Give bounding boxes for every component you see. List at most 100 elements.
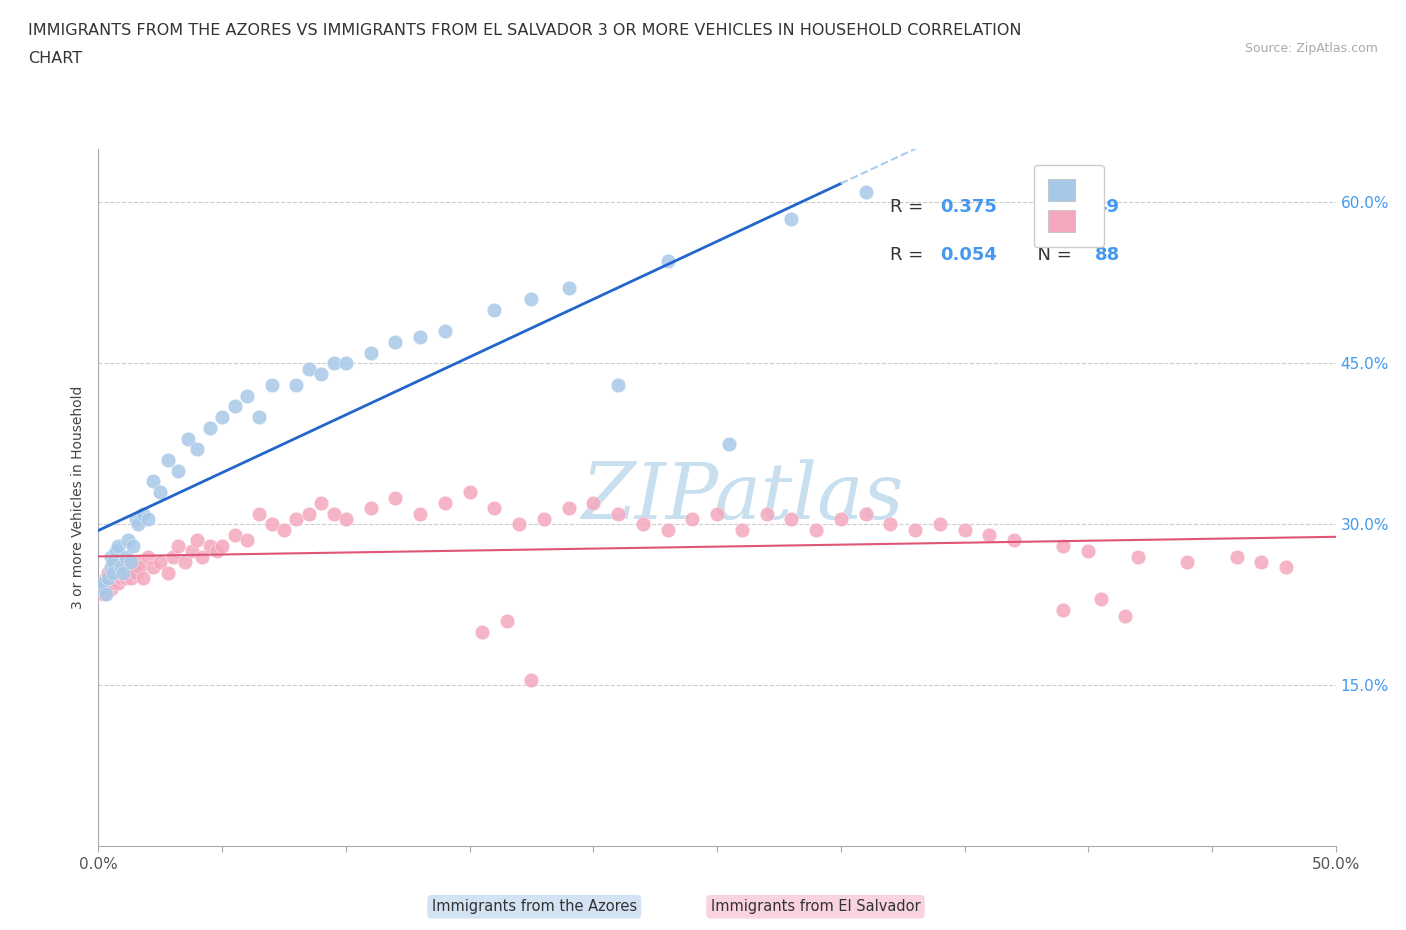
Text: CHART: CHART (28, 51, 82, 66)
Point (103, 554, 125, 569)
Point (149, 554, 172, 569)
Point (706, 506, 728, 521)
Point (166, 463, 188, 478)
Point (103, 565, 125, 580)
Point (1126, 549, 1149, 564)
Point (322, 506, 344, 521)
Point (174, 554, 197, 569)
Point (90, 581, 112, 596)
Point (112, 554, 135, 569)
Legend: , : , (1033, 165, 1104, 246)
Point (103, 576, 125, 591)
Point (247, 409, 270, 424)
Point (484, 501, 506, 516)
Point (122, 538, 145, 553)
Point (110, 560, 132, 575)
Point (879, 517, 901, 532)
Point (520, 672, 543, 687)
Text: 0.375: 0.375 (939, 198, 997, 216)
Point (93, 587, 115, 602)
Point (855, 184, 877, 199)
Point (112, 565, 135, 580)
Point (681, 512, 703, 526)
Text: ZIPatlas: ZIPatlas (581, 459, 903, 536)
Point (582, 496, 605, 511)
Point (533, 512, 555, 526)
Point (132, 571, 155, 586)
Point (607, 378, 630, 392)
Y-axis label: 3 or more Vehicles in Household: 3 or more Vehicles in Household (72, 386, 86, 609)
Text: Immigrants from El Salvador: Immigrants from El Salvador (710, 899, 921, 914)
Point (780, 512, 803, 526)
Point (104, 571, 127, 586)
Point (100, 571, 122, 586)
Point (132, 506, 155, 521)
Point (136, 549, 159, 564)
Text: R =: R = (890, 198, 929, 216)
Point (309, 366, 332, 381)
Point (409, 329, 432, 344)
Point (557, 281, 579, 296)
Point (97, 565, 120, 580)
Point (495, 614, 517, 629)
Point (94, 587, 117, 602)
Point (830, 512, 852, 526)
Point (285, 378, 308, 392)
Point (1077, 544, 1099, 559)
Point (236, 533, 259, 548)
Point (1002, 533, 1025, 548)
Point (273, 523, 295, 538)
Point (110, 571, 132, 586)
Point (100, 549, 122, 564)
Point (904, 523, 927, 538)
Point (508, 517, 530, 532)
Point (236, 388, 259, 403)
Point (124, 512, 146, 526)
Point (198, 538, 221, 553)
Point (1090, 592, 1112, 607)
Point (360, 345, 382, 360)
Point (224, 527, 246, 542)
Point (1114, 608, 1136, 623)
Point (156, 453, 179, 468)
Point (211, 538, 233, 553)
Point (112, 565, 135, 580)
Point (953, 523, 976, 538)
Point (979, 527, 1001, 542)
Text: Immigrants from the Azores: Immigrants from the Azores (432, 899, 637, 914)
Text: 88: 88 (1094, 246, 1119, 264)
Point (309, 496, 332, 511)
Point (107, 565, 129, 580)
Point (122, 560, 145, 575)
Point (93, 576, 115, 591)
Point (114, 549, 136, 564)
Point (198, 420, 221, 435)
Point (1250, 554, 1272, 569)
Point (162, 549, 184, 564)
Point (322, 356, 344, 371)
Point (156, 565, 179, 580)
Point (176, 432, 198, 446)
Point (103, 565, 125, 580)
Point (104, 560, 127, 575)
Point (127, 517, 149, 532)
Point (657, 254, 679, 269)
Point (107, 576, 129, 591)
Point (433, 496, 456, 511)
Point (100, 560, 122, 575)
Point (298, 506, 321, 521)
Point (360, 501, 382, 516)
Point (471, 624, 494, 639)
Point (142, 474, 165, 489)
Point (191, 549, 214, 564)
Point (657, 523, 679, 538)
Point (855, 506, 877, 521)
Point (1226, 549, 1249, 564)
Point (731, 523, 754, 538)
Point (260, 517, 283, 532)
Point (458, 485, 481, 499)
Point (120, 554, 142, 569)
Text: N =: N = (1026, 198, 1078, 216)
Point (186, 533, 208, 548)
Point (780, 211, 803, 226)
